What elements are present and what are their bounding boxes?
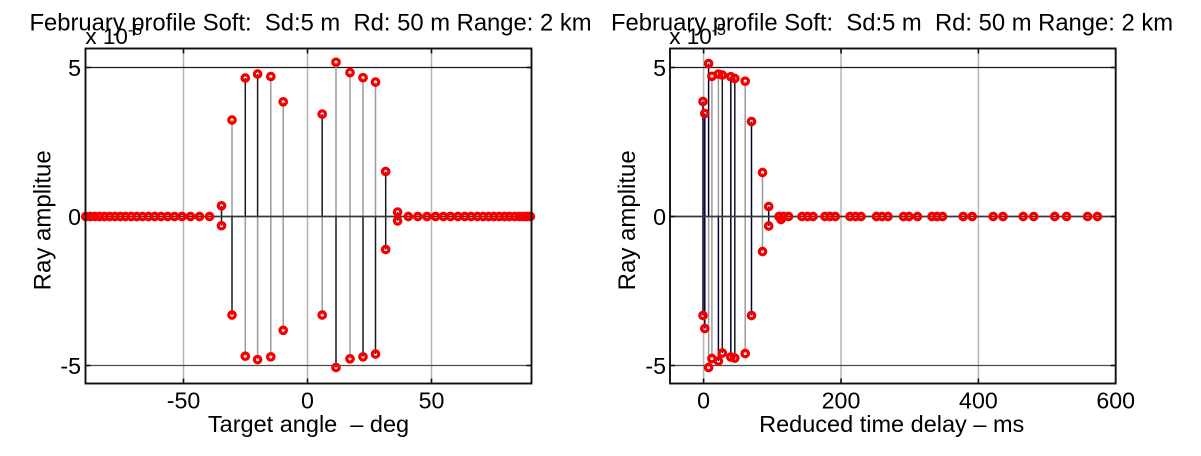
svg-text:February profile Soft: Sd:5 m: February profile Soft: Sd:5 m Rd: 50 m R… [29, 10, 591, 37]
svg-text:Ray amplitue: Ray amplitue [614, 150, 641, 290]
svg-text:0: 0 [301, 387, 314, 413]
svg-text:Ray amplitue: Ray amplitue [30, 150, 57, 290]
svg-text:0: 0 [653, 204, 666, 230]
svg-text:-5: -5 [645, 353, 666, 379]
svg-text:50: 50 [419, 387, 445, 413]
svg-text:-5: -5 [60, 353, 81, 379]
svg-text:5: 5 [653, 55, 666, 81]
svg-text:-50: -50 [167, 387, 201, 413]
svg-text:5: 5 [68, 55, 81, 81]
svg-text:400: 400 [959, 387, 998, 413]
svg-text:February profile Soft: Sd:5 m: February profile Soft: Sd:5 m Rd: 50 m R… [611, 10, 1173, 37]
svg-text:Reduced time delay – ms: Reduced time delay – ms [759, 411, 1024, 437]
svg-text:0: 0 [68, 204, 81, 230]
svg-text:0: 0 [697, 387, 710, 413]
svg-text:600: 600 [1096, 387, 1135, 413]
svg-text:200: 200 [822, 387, 861, 413]
svg-text:Target angle – deg: Target angle – deg [208, 411, 409, 437]
